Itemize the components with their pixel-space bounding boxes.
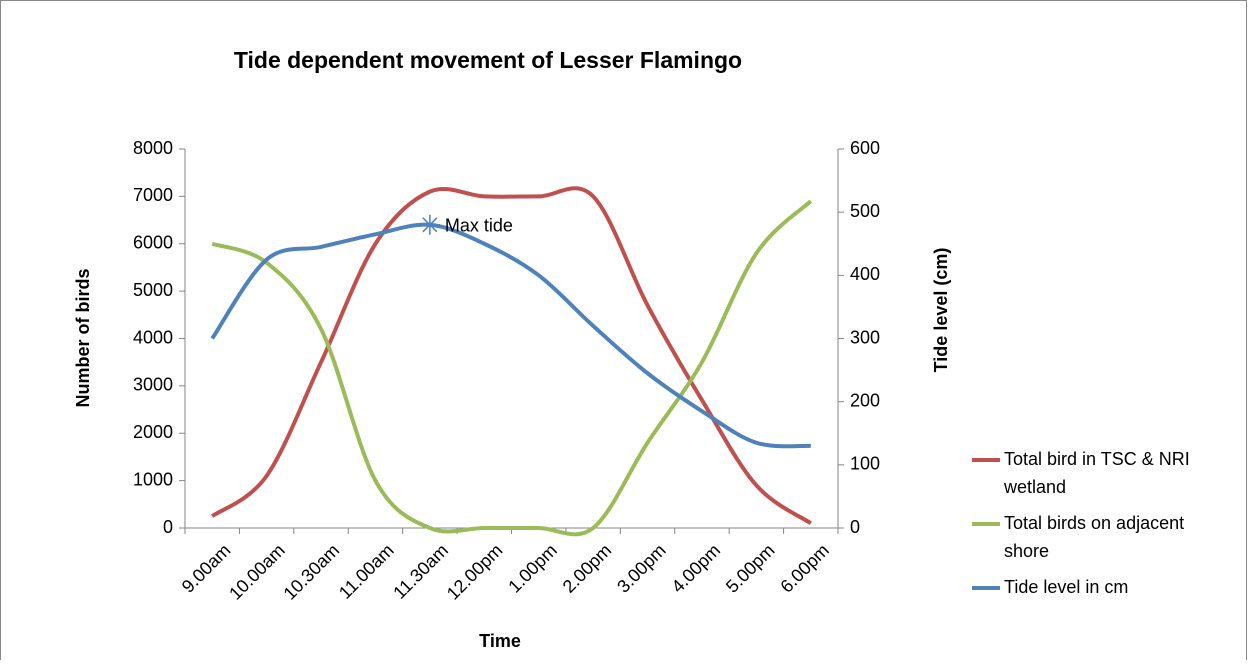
y-axis-title: Number of birds <box>73 268 93 407</box>
y-tick-label: 6000 <box>133 233 173 253</box>
annotation-marker <box>419 214 440 235</box>
series-line <box>210 222 811 449</box>
marker-stroke <box>422 217 438 233</box>
y-tick-label: 4000 <box>133 327 173 347</box>
y-tick-label: 5000 <box>133 280 173 300</box>
y2-tick-label: 600 <box>850 138 880 158</box>
y2-tick-label: 0 <box>850 517 860 537</box>
y2-axis-title: Tide level (cm) <box>931 248 951 373</box>
series-line <box>211 186 812 525</box>
series-line <box>211 199 813 537</box>
x-tick-label: 6.00pm <box>776 540 833 597</box>
annotation-text: Max tide <box>445 216 513 236</box>
y2-tick-label: 300 <box>850 327 880 347</box>
x-tick-label: 3.00pm <box>613 540 670 597</box>
x-tick-label: 1.00pm <box>504 540 561 597</box>
x-tick-label: 12.00pm <box>443 540 507 604</box>
y-tick-label: 0 <box>163 517 173 537</box>
y2-tick-label: 400 <box>850 264 880 284</box>
x-tick-label: 10.30am <box>280 540 344 604</box>
x-tick-label: 11.30am <box>389 540 452 603</box>
x-tick-label: 11.00am <box>335 540 398 603</box>
chart-title: Tide dependent movement of Lesser Flamin… <box>234 47 742 73</box>
legend-label: Total bird in TSC & NRI wetland <box>1003 449 1190 497</box>
legend-label: Total birds on adjacent shore <box>1004 513 1184 561</box>
x-axis-title: Time <box>479 631 521 651</box>
y-tick-label: 8000 <box>133 138 173 158</box>
x-tick-label: 10.00am <box>225 540 289 604</box>
y2-tick-label: 100 <box>850 454 880 474</box>
y-tick-label: 7000 <box>133 185 173 205</box>
y-tick-label: 2000 <box>133 422 173 442</box>
x-tick-label: 5.00pm <box>722 540 779 597</box>
x-tick-label: 4.00pm <box>668 540 725 597</box>
x-tick-label: 2.00pm <box>559 540 616 597</box>
y2-tick-label: 200 <box>850 390 880 410</box>
legend-label: Tide level in cm <box>1004 577 1128 597</box>
y2-tick-label: 500 <box>850 201 880 221</box>
y-tick-label: 1000 <box>133 469 173 489</box>
y-tick-label: 3000 <box>133 375 173 395</box>
